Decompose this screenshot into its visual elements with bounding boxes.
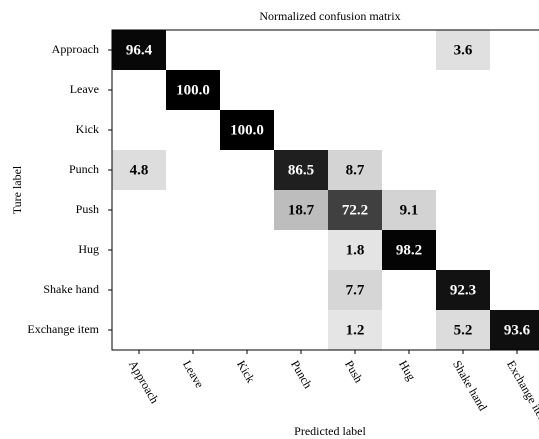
y-tick-label: Punch [69, 162, 99, 176]
heatmap-cell [112, 30, 166, 70]
heatmap-cell [274, 190, 328, 230]
cell-label: 100.0 [230, 122, 264, 138]
cell-label: 72.2 [342, 202, 368, 218]
y-tick-label: Shake hand [43, 282, 99, 296]
y-tick-label: Exchange item [27, 322, 99, 336]
y-tick-label: Push [76, 202, 99, 216]
x-tick-label: Leave [180, 358, 207, 390]
x-tick-label: Kick [234, 358, 258, 385]
cell-label: 5.2 [454, 322, 473, 338]
heatmap-cell [328, 310, 382, 350]
cell-label: 4.8 [130, 162, 149, 178]
cell-label: 100.0 [176, 82, 210, 98]
y-axis-label: Ture label [10, 165, 24, 214]
cell-label: 92.3 [450, 282, 476, 298]
heatmap-cell [382, 190, 436, 230]
heatmap-cell [490, 310, 539, 350]
x-tick-label: Punch [288, 358, 315, 391]
heatmap-cell [328, 190, 382, 230]
cell-label: 1.2 [346, 322, 365, 338]
x-axis-label: Predicted label [294, 424, 366, 438]
heatmap-cell [220, 110, 274, 150]
heatmap-cell [274, 150, 328, 190]
heatmap-cell [328, 150, 382, 190]
heatmap-cell [382, 230, 436, 270]
x-tick-label: Approach [126, 358, 162, 406]
y-tick-label: Hug [78, 242, 99, 256]
plot-frame [111, 29, 539, 351]
cell-label: 86.5 [288, 162, 314, 178]
heatmap-cell [166, 70, 220, 110]
cell-label: 3.6 [454, 42, 473, 58]
y-tick-label: Approach [52, 42, 99, 56]
heatmap-cell [436, 270, 490, 310]
heatmap-cell [328, 230, 382, 270]
heatmap-cell [112, 150, 166, 190]
cell-label: 9.1 [400, 202, 419, 218]
x-tick-label: Shake hand [450, 358, 490, 413]
y-tick-label: Kick [76, 122, 99, 136]
cell-label: 96.4 [126, 42, 153, 58]
cell-label: 98.2 [396, 242, 422, 258]
cell-label: 1.8 [346, 242, 365, 258]
x-tick-label: Push [342, 358, 366, 385]
heatmap-cell [436, 30, 490, 70]
y-tick-label: Leave [70, 82, 99, 96]
cell-label: 8.7 [346, 162, 365, 178]
chart-title: Normalized confusion matrix [259, 9, 400, 23]
x-tick-label: Exchange item [504, 358, 539, 428]
cell-label: 18.7 [288, 202, 315, 218]
cell-label: 93.6 [504, 322, 531, 338]
cell-label: 7.7 [346, 282, 365, 298]
x-tick-label: Hug [396, 358, 418, 383]
heatmap-cell [436, 310, 490, 350]
heatmap-cell [328, 270, 382, 310]
